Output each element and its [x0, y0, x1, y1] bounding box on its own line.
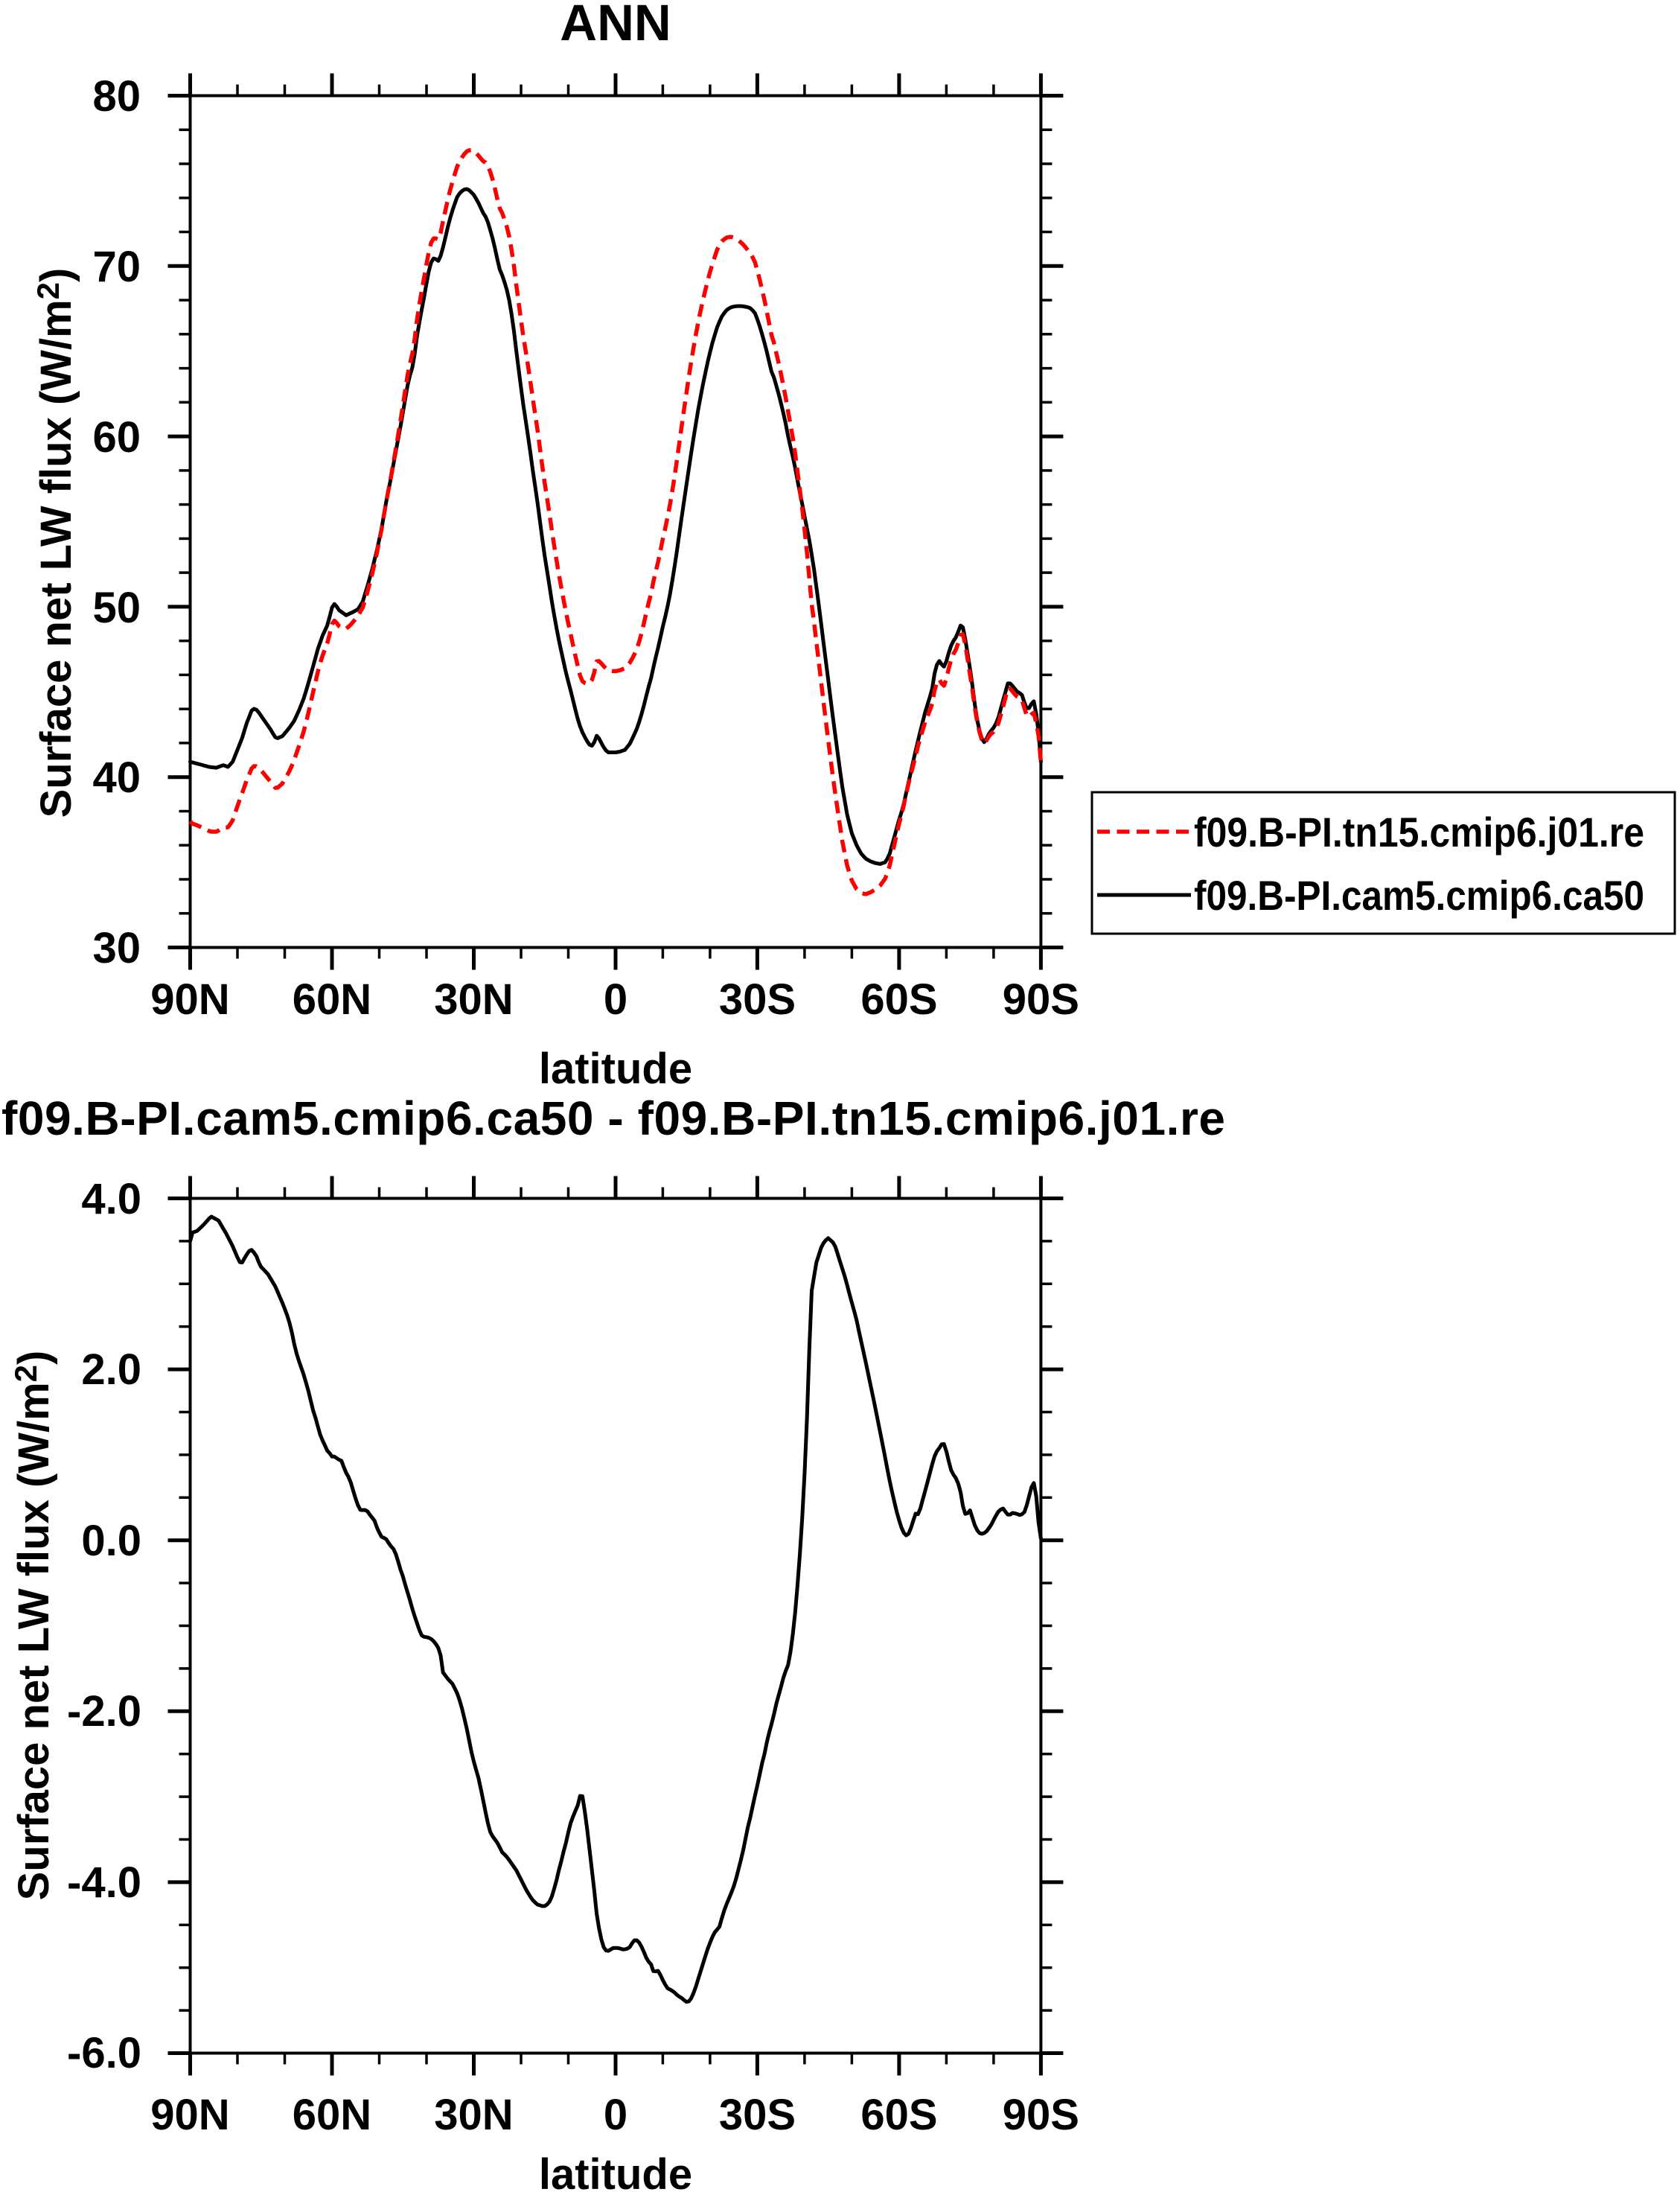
svg-text:30S: 30S	[719, 975, 796, 1024]
svg-text:90S: 90S	[1003, 2091, 1079, 2139]
svg-text:Surface net LW flux (W/m2): Surface net LW flux (W/m2)	[31, 268, 80, 818]
svg-text:0: 0	[604, 2091, 627, 2139]
svg-text:60S: 60S	[860, 975, 937, 1024]
svg-text:latitude: latitude	[539, 2150, 692, 2192]
svg-text:30N: 30N	[434, 2091, 513, 2139]
svg-text:2.0: 2.0	[81, 1345, 141, 1394]
svg-text:latitude: latitude	[539, 1045, 692, 1093]
svg-text:90N: 90N	[150, 975, 229, 1024]
svg-text:4.0: 4.0	[81, 1175, 141, 1223]
svg-text:f09.B-PI.cam5.cmip6.ca50: f09.B-PI.cam5.cmip6.ca50	[1194, 872, 1644, 919]
svg-text:90N: 90N	[150, 2091, 229, 2139]
svg-text:60: 60	[92, 413, 141, 462]
svg-text:f09.B-PI.tn15.cmip6.j01.re: f09.B-PI.tn15.cmip6.j01.re	[1194, 809, 1644, 856]
svg-text:-4.0: -4.0	[67, 1858, 141, 1907]
svg-text:60N: 60N	[293, 975, 371, 1024]
svg-text:90S: 90S	[1003, 975, 1079, 1024]
svg-text:Surface net LW flux (W/m2): Surface net LW flux (W/m2)	[8, 1351, 58, 1901]
svg-text:30: 30	[92, 924, 141, 972]
svg-text:80: 80	[92, 72, 141, 121]
svg-text:30N: 30N	[434, 975, 513, 1024]
svg-text:50: 50	[92, 584, 141, 632]
svg-text:30S: 30S	[719, 2091, 796, 2139]
svg-text:f09.B-PI.cam5.cmip6.ca50 - f09: f09.B-PI.cam5.cmip6.ca50 - f09.B-PI.tn15…	[1, 1092, 1225, 1145]
svg-text:60S: 60S	[860, 2091, 937, 2139]
svg-text:70: 70	[92, 243, 141, 291]
svg-text:0.0: 0.0	[81, 1517, 141, 1565]
svg-text:60N: 60N	[293, 2091, 371, 2139]
svg-text:40: 40	[92, 754, 141, 802]
svg-text:-6.0: -6.0	[67, 2029, 141, 2077]
svg-text:ANN: ANN	[560, 0, 671, 51]
svg-text:0: 0	[604, 975, 627, 1024]
svg-text:-2.0: -2.0	[67, 1687, 141, 1736]
